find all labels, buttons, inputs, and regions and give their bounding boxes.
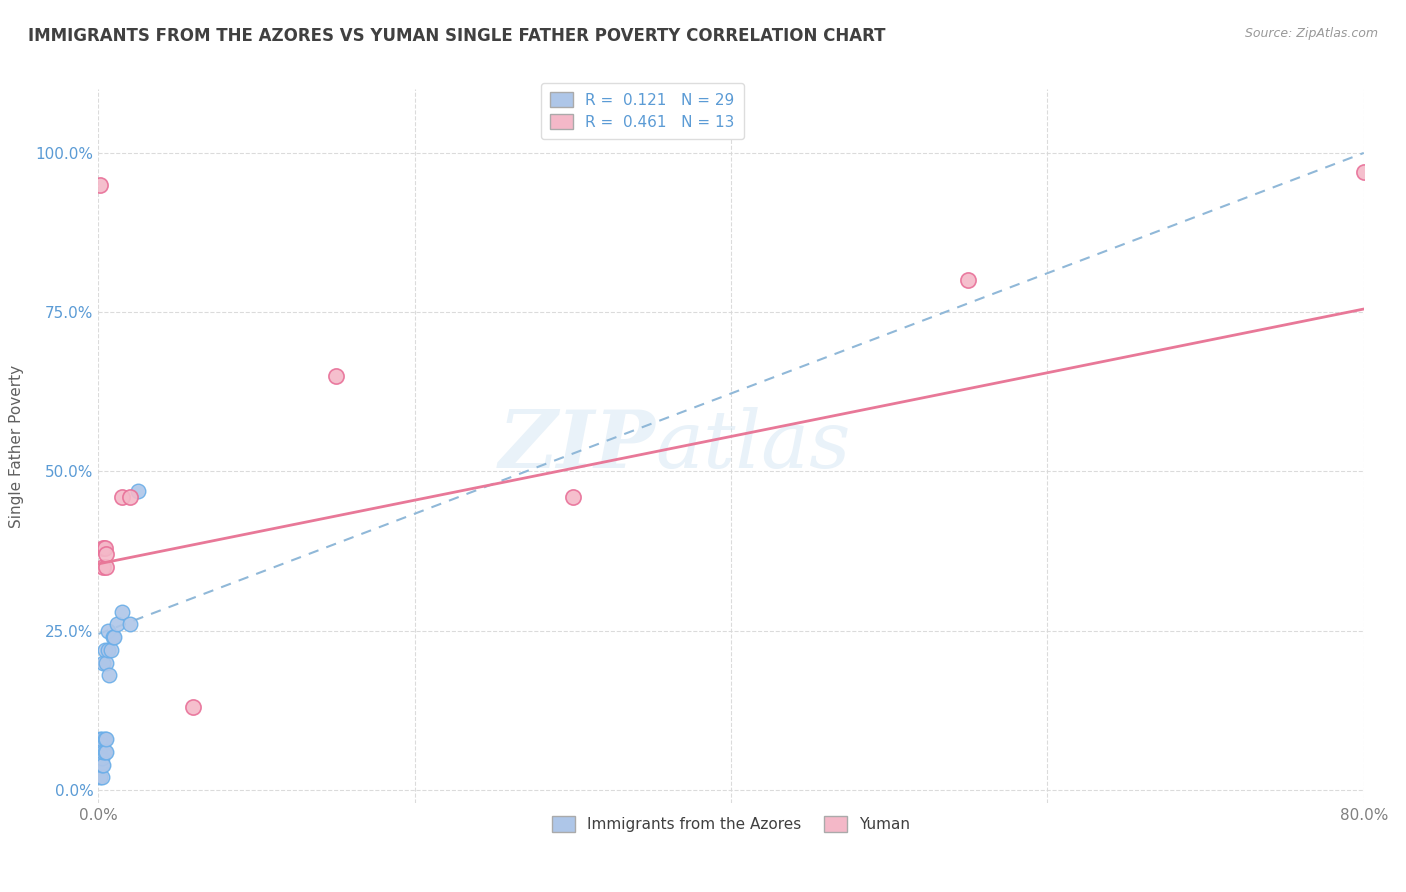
Point bbox=[89, 751, 111, 765]
Point bbox=[91, 757, 114, 772]
Point bbox=[111, 490, 134, 504]
Point bbox=[91, 656, 114, 670]
Point bbox=[89, 770, 111, 784]
Point bbox=[89, 745, 111, 759]
Text: ZIP: ZIP bbox=[498, 408, 655, 484]
Legend: Immigrants from the Azores, Yuman: Immigrants from the Azores, Yuman bbox=[546, 810, 917, 838]
Point bbox=[111, 605, 134, 619]
Point bbox=[90, 732, 112, 747]
Point bbox=[96, 745, 118, 759]
Point bbox=[97, 643, 120, 657]
Point bbox=[90, 751, 112, 765]
Text: atlas: atlas bbox=[655, 408, 851, 484]
Point bbox=[1353, 165, 1375, 179]
Point bbox=[96, 547, 118, 561]
Point bbox=[120, 490, 141, 504]
Point bbox=[101, 630, 124, 644]
Point bbox=[90, 757, 112, 772]
Point bbox=[90, 739, 112, 753]
Point bbox=[93, 541, 117, 555]
Point bbox=[325, 368, 347, 383]
Point bbox=[561, 490, 585, 504]
Point bbox=[90, 770, 112, 784]
Point bbox=[957, 273, 980, 287]
Point bbox=[93, 643, 117, 657]
Point bbox=[103, 630, 125, 644]
Point bbox=[89, 732, 111, 747]
Point bbox=[91, 745, 114, 759]
Point bbox=[127, 483, 149, 498]
Point bbox=[89, 757, 111, 772]
Point bbox=[107, 617, 129, 632]
Point bbox=[93, 732, 117, 747]
Point bbox=[91, 560, 114, 574]
Point bbox=[96, 732, 118, 747]
Point bbox=[120, 617, 141, 632]
Point bbox=[93, 745, 117, 759]
Point bbox=[97, 624, 120, 638]
Point bbox=[183, 700, 205, 714]
Point bbox=[96, 560, 118, 574]
Point bbox=[100, 643, 122, 657]
Point bbox=[96, 656, 118, 670]
Text: Source: ZipAtlas.com: Source: ZipAtlas.com bbox=[1244, 27, 1378, 40]
Y-axis label: Single Father Poverty: Single Father Poverty bbox=[10, 365, 24, 527]
Point bbox=[89, 178, 111, 192]
Point bbox=[91, 541, 114, 555]
Point bbox=[98, 668, 121, 682]
Text: IMMIGRANTS FROM THE AZORES VS YUMAN SINGLE FATHER POVERTY CORRELATION CHART: IMMIGRANTS FROM THE AZORES VS YUMAN SING… bbox=[28, 27, 886, 45]
